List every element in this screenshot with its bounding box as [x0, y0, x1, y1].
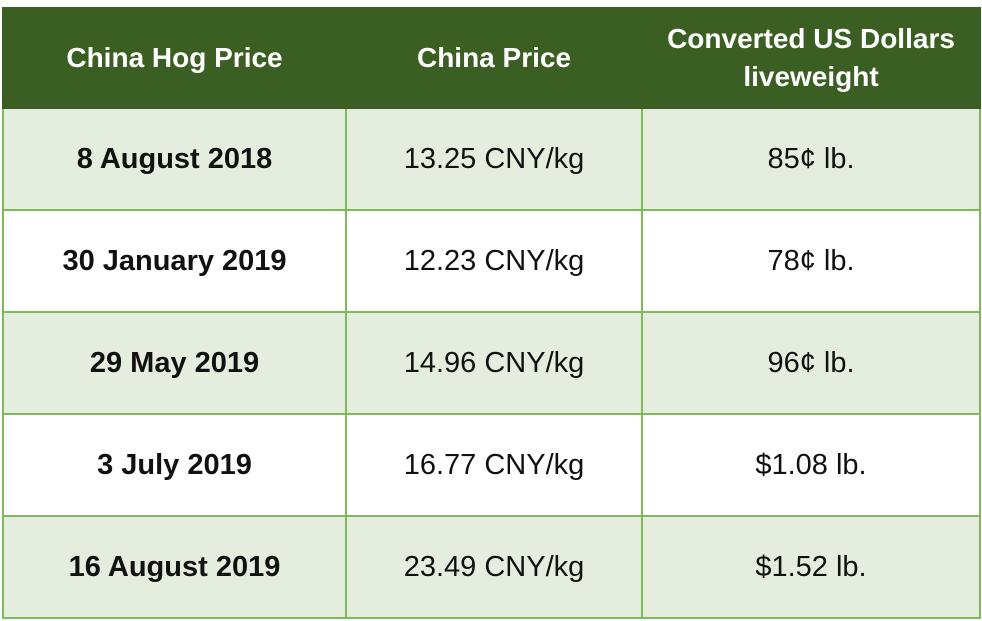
table-body: 8 August 2018 13.25 CNY/kg 85¢ lb. 30 Janua…: [2, 107, 981, 619]
header-cell: China Price: [345, 7, 643, 109]
header-cell: China Hog Price: [2, 7, 347, 109]
table-row: 3 July 2019 16.77 CNY/kg $1.08 lb.: [2, 413, 981, 517]
price-cell: $1.08 lb.: [641, 413, 981, 517]
date-cell: 8 August 2018: [2, 107, 347, 211]
table-header: China Hog Price China Price Converted US D…: [2, 7, 981, 109]
table-row: 29 May 2019 14.96 CNY/kg 96¢ lb.: [2, 311, 981, 415]
table-row: 30 January 2019 12.23 CNY/kg 78¢ lb.: [2, 209, 981, 313]
price-cell: 12.23 CNY/kg: [345, 209, 643, 313]
price-cell: 23.49 CNY/kg: [345, 515, 643, 619]
price-cell: 85¢ lb.: [641, 107, 981, 211]
price-cell: 16.77 CNY/kg: [345, 413, 643, 517]
price-table: China Hog Price China Price Converted US D…: [2, 7, 981, 619]
price-cell: 13.25 CNY/kg: [345, 107, 643, 211]
price-cell: 78¢ lb.: [641, 209, 981, 313]
table-row: 16 August 2019 23.49 CNY/kg $1.52 lb.: [2, 515, 981, 619]
date-cell: 3 July 2019: [2, 413, 347, 517]
table-row: 8 August 2018 13.25 CNY/kg 85¢ lb.: [2, 107, 981, 211]
price-cell: 96¢ lb.: [641, 311, 981, 415]
header-row: China Hog Price China Price Converted US D…: [2, 7, 981, 109]
date-cell: 16 August 2019: [2, 515, 347, 619]
header-cell: Converted US Dollars liveweight: [641, 7, 981, 109]
date-cell: 29 May 2019: [2, 311, 347, 415]
price-cell: 14.96 CNY/kg: [345, 311, 643, 415]
price-cell: $1.52 lb.: [641, 515, 981, 619]
date-cell: 30 January 2019: [2, 209, 347, 313]
